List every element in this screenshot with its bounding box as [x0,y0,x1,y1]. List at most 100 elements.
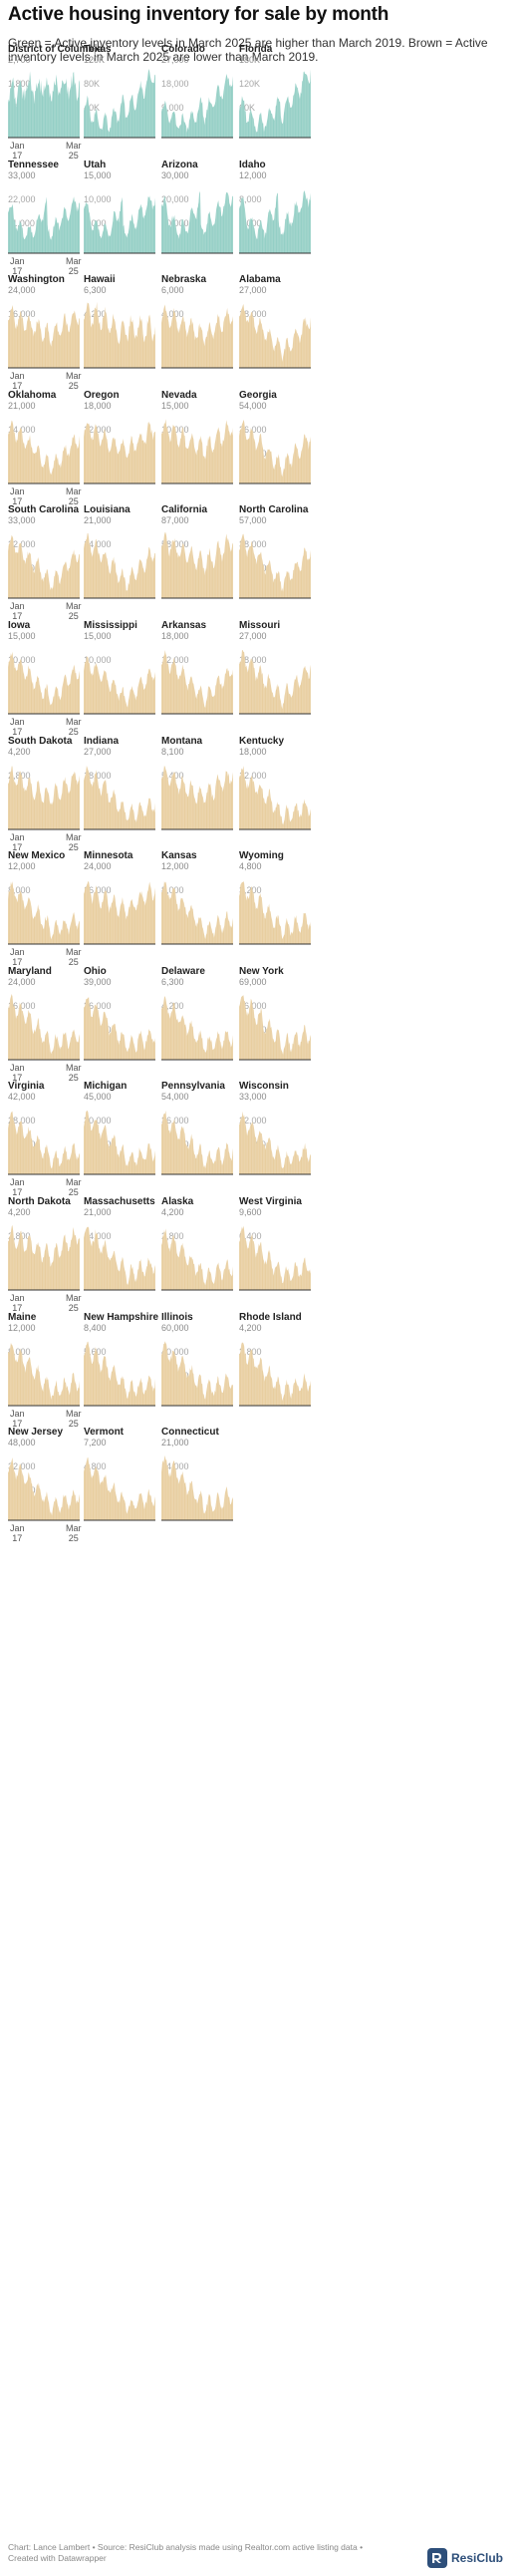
y-tick-label: 18,000 [84,770,112,781]
y-tick-label: 87,000 [161,515,189,526]
series-area-mississippi [84,656,155,714]
panel-title-hawaii: Hawaii [84,274,116,286]
area-chart-west-virginia [238,1218,312,1291]
panel-title-georgia: Georgia [239,389,277,401]
month-ticks [238,757,312,829]
x-tick-end: Mar 25 [66,831,82,852]
y-tick-label: 12,000 [239,169,267,180]
panel-title-michigan: Michigan [84,1081,128,1093]
panel-title-maryland: Maryland [8,965,52,977]
y-tick-label: 33,000 [8,169,36,180]
chart-subtitle: Green = Active inventory levels in March… [8,36,488,64]
x-tick-end: Mar 25 [66,1408,82,1429]
y-tick-label: 21,000 [84,515,112,526]
month-ticks [83,66,156,138]
y-tick-label: 60,000 [161,1322,189,1333]
series-area-texas [84,69,155,138]
x-tick-start: Jan 17 [10,601,25,622]
panel-title-nebraska: Nebraska [161,274,207,286]
y-tick-label: 22,000 [8,539,36,550]
series-area-ohio [84,997,155,1060]
panel-title-new-york: New York [239,965,284,977]
area-chart-wisconsin [238,1103,312,1175]
y-tick-label: 12,000 [239,770,267,781]
series-area-north-dakota [8,1224,80,1290]
y-tick-label: 6,000 [161,285,184,296]
area-chart-nevada [160,411,234,484]
panel-title-ohio: Ohio [84,965,107,977]
month-ticks [7,526,81,599]
panel-title-delaware: Delaware [161,965,205,977]
y-tick-label: 69,000 [239,976,267,987]
y-tick-label: 12,000 [161,861,189,872]
y-tick-label: 22,000 [239,1116,267,1127]
panel-title-maine: Maine [8,1311,37,1323]
series-area-missouri [239,650,311,714]
month-ticks [238,1103,312,1175]
panel-title-north-carolina: North Carolina [239,504,309,516]
y-tick-label: 39,000 [84,976,112,987]
y-tick-label: 11,000 [8,217,35,228]
y-tick-label: 8,000 [8,1346,31,1357]
x-tick-start: Jan 17 [10,1408,25,1429]
month-ticks [160,987,234,1060]
area-chart-maine [7,1333,81,1407]
area-chart-alaska [160,1218,234,1291]
month-ticks [83,411,156,483]
area-chart-pennsylvania [160,1103,234,1175]
series-area-kansas [161,881,233,945]
y-tick-label: 12,000 [8,861,36,872]
y-tick-label: 18,000 [84,400,112,411]
series-area-louisiana [84,533,155,599]
y-tick-label: 33,000 [239,1092,267,1103]
area-chart-north-dakota [7,1218,81,1291]
y-tick-label: 4,200 [8,1207,31,1217]
panel-title-south-carolina: South Carolina [8,504,80,516]
y-tick-label: 18,000 [161,79,189,89]
y-tick-label: 18,000 [161,631,189,641]
series-area-washington [8,305,80,369]
x-tick-start: Jan 17 [10,371,25,392]
x-tick-start: Jan 17 [10,485,25,506]
month-ticks [238,66,312,138]
area-chart-new-mexico [7,872,81,945]
y-tick-label: 4,800 [239,861,262,872]
y-tick-label: 120K [84,55,106,65]
panel-title-oklahoma: Oklahoma [8,389,57,401]
y-tick-label: 12,000 [8,1322,36,1333]
y-tick-label: 8,000 [239,193,262,204]
y-tick-label: 21,000 [84,1207,112,1217]
y-tick-label: 45,000 [84,1092,112,1103]
panel-title-indiana: Indiana [84,735,120,747]
area-chart-maryland [7,987,81,1061]
y-tick-label: 15,000 [84,169,112,180]
area-chart-washington [7,296,81,369]
y-tick-label: 8,000 [8,885,31,896]
x-tick-end: Mar 25 [66,371,82,392]
month-ticks [7,757,81,829]
series-area-florida [239,69,311,138]
area-chart-massachusetts [83,1218,156,1291]
panel-title-kansas: Kansas [161,850,197,862]
x-tick-end: Mar 25 [66,717,82,737]
y-tick-label: 8,100 [161,746,184,757]
area-chart-ohio [83,987,156,1061]
x-tick-start: Jan 17 [10,831,25,852]
y-tick-label: 10,000 [8,655,36,665]
month-ticks [160,642,234,714]
area-chart-minnesota [83,872,156,945]
panel-title-florida: Florida [239,44,273,55]
x-tick-end: Mar 25 [66,1062,82,1083]
panel-title-colorado: Colorado [161,44,205,55]
area-chart-idaho [238,180,312,254]
month-ticks [160,296,234,369]
x-tick-start: Jan 17 [10,947,25,968]
panel-title-mississippi: Mississippi [84,620,137,631]
month-ticks [7,411,81,483]
x-tick-end: Mar 25 [66,601,82,622]
month-ticks [7,180,81,253]
y-tick-label: 28,000 [8,1116,36,1127]
area-chart-wyoming [238,872,312,945]
series-area-colorado [161,74,233,138]
series-area-indiana [84,765,155,829]
